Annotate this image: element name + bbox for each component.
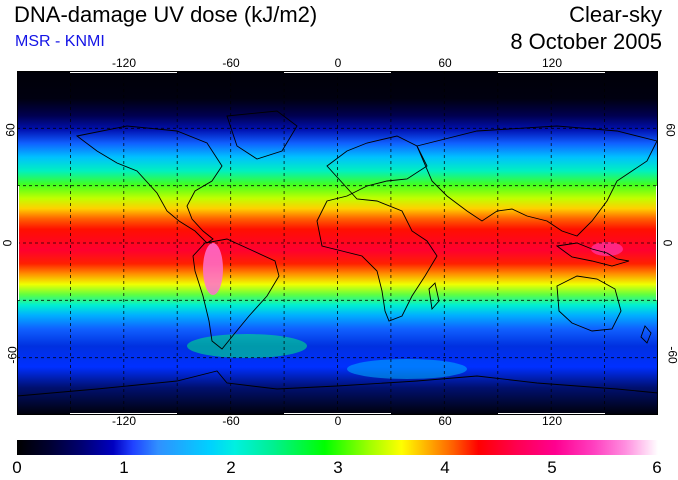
maritime-asia-coast (555, 242, 630, 267)
europe-africa-coast (316, 135, 438, 322)
map-border (17, 71, 658, 415)
colorbar-tick-label: 1 (119, 458, 129, 477)
lon-tick-top: -120 (111, 56, 137, 70)
new-zealand-coast (640, 325, 652, 344)
antarctica-coast (17, 370, 658, 397)
colorbar-tick-label: 5 (547, 458, 557, 477)
coastlines (17, 110, 658, 397)
asia-coast (416, 125, 658, 237)
colorbar-tick-label: 4 (440, 458, 450, 477)
colorbar-tick-label: 6 (652, 458, 662, 477)
colorbar (17, 440, 658, 455)
colorbar-tick-label: 2 (226, 458, 236, 477)
lat-tick-right: -60 (665, 346, 678, 364)
lat-tick-right: 60 (663, 123, 678, 137)
lon-tick-top: 120 (541, 56, 563, 70)
patagonia-band (187, 334, 307, 358)
lat-tick-left: 0 (0, 239, 15, 247)
tibet-hotspot (591, 242, 623, 256)
south-atlantic-band (347, 359, 467, 379)
lon-tick-top: 60 (438, 56, 452, 70)
south-america-coast (192, 238, 280, 350)
date-label: 8 October 2005 (510, 29, 662, 54)
north-america-coast (75, 125, 223, 244)
sky-condition-label: Clear-sky (569, 2, 662, 27)
lon-tick-top: -60 (222, 56, 240, 70)
lon-tick-bottom: 60 (438, 414, 452, 428)
data-source-label: MSR - KNMI (15, 33, 105, 50)
graticule (17, 71, 658, 415)
lon-tick-bottom: 0 (334, 414, 342, 428)
lon-tick-bottom: 120 (541, 414, 563, 428)
lat-tick-left: 60 (3, 123, 18, 137)
uv-dose-map (17, 71, 658, 415)
lon-tick-bottom: -60 (222, 414, 240, 428)
lon-tick-bottom: -120 (111, 414, 137, 428)
lon-tick-top: 0 (334, 56, 342, 70)
greenland-coast (226, 110, 298, 160)
lat-tick-right: 0 (660, 239, 675, 247)
andes-hotspot (203, 243, 223, 295)
madagascar-coast (428, 282, 440, 311)
australia-coast (556, 275, 622, 332)
colorbar-tick-label: 3 (333, 458, 343, 477)
colorbar-tick-label: 0 (12, 458, 22, 477)
map-title: DNA-damage UV dose (kJ/m2) (14, 2, 318, 27)
